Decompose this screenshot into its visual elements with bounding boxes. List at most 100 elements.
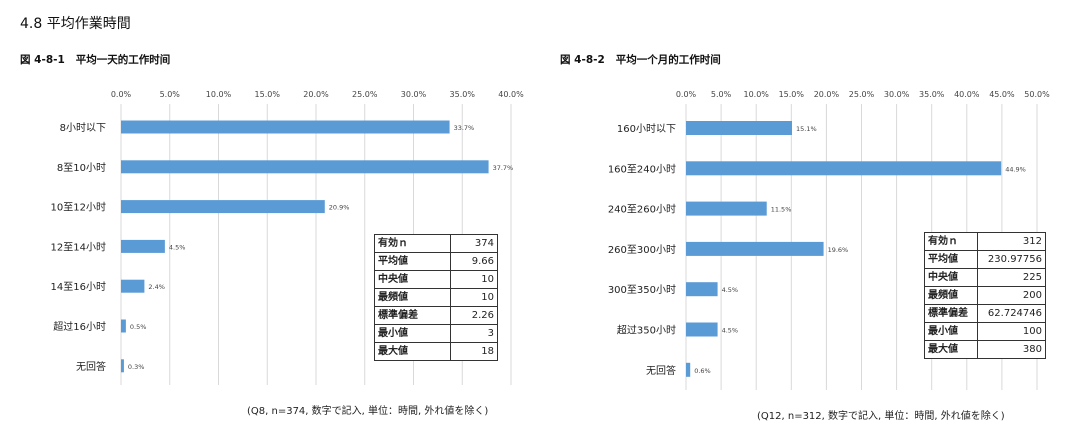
stats-value: 200 bbox=[976, 286, 1047, 305]
stats-value: 380 bbox=[976, 340, 1047, 359]
chart-2-tick-label: 40.0% bbox=[954, 90, 980, 99]
stats-label: 中央値 bbox=[924, 268, 978, 287]
chart-2-stats-table: 有効ｎ 312 平均値 230.97756 中央値 225 最頻値 200 標準偏差 62.724… bbox=[924, 232, 1047, 359]
chart-2-category-label: 无回答 bbox=[646, 364, 676, 377]
chart-2-stats-row: 有効ｎ 312 bbox=[924, 232, 1047, 251]
chart-1-category-label: 8小时以下 bbox=[60, 122, 106, 134]
chart-2-stats-row: 平均値 230.97756 bbox=[924, 250, 1047, 269]
chart-2-bar bbox=[686, 161, 1002, 176]
chart-1-tick-label: 20.0% bbox=[303, 90, 329, 99]
chart-2-stats-row: 最頻値 200 bbox=[924, 286, 1047, 305]
chart-2-tick-label: 15.0% bbox=[779, 90, 805, 99]
chart-2-category-label: 160至240小时 bbox=[608, 163, 676, 175]
chart-1-stats-row: 最大値 18 bbox=[374, 342, 499, 361]
chart-2-bar bbox=[686, 322, 718, 337]
chart-1-tick-label: 0.0% bbox=[111, 90, 132, 99]
chart-2-bar bbox=[686, 362, 691, 377]
chart-2-stats-row: 最大値 380 bbox=[924, 340, 1047, 359]
chart-2-bar bbox=[686, 241, 824, 256]
chart-1-stats-row: 最小値 3 bbox=[374, 324, 499, 343]
chart-2-value-label: 4.5% bbox=[722, 286, 739, 294]
chart-2-tick-label: 5.0% bbox=[711, 90, 732, 99]
chart-2-note: (Q12, n=312, 数字で記入, 単位：時間, 外れ値を除く) bbox=[757, 411, 1005, 422]
chart-2-tick-label: 35.0% bbox=[919, 90, 945, 99]
chart-1-value-label: 2.4% bbox=[148, 283, 165, 291]
chart-1-value-label: 20.9% bbox=[329, 204, 350, 212]
chart-1-category-label: 超过16小时 bbox=[53, 320, 106, 333]
section-title: 4.8 平均作業時間 bbox=[20, 16, 131, 32]
figure-1-heading: 図 4-8-1 平均一天的工作时间 bbox=[20, 52, 170, 67]
chart-1-tick-label: 25.0% bbox=[352, 90, 378, 99]
chart-1-value-label: 33.7% bbox=[454, 124, 475, 132]
stats-label: 平均値 bbox=[924, 250, 978, 269]
chart-1-tick-label: 30.0% bbox=[401, 90, 427, 99]
chart-2-tick-label: 50.0% bbox=[1024, 90, 1050, 99]
chart-2-value-label: 15.1% bbox=[796, 125, 817, 133]
chart-1-stats-row: 標準偏差 2.26 bbox=[374, 306, 499, 325]
chart-1-stats-table: 有効ｎ 374 平均値 9.66 中央値 10 最頻値 10 標準偏差 2.26 最小値 3 最大値 18 bbox=[374, 234, 499, 361]
stats-value: 18 bbox=[449, 342, 499, 361]
chart-1-tick-label: 5.0% bbox=[160, 90, 181, 99]
chart-1-value-label: 4.5% bbox=[169, 243, 186, 251]
stats-value: 312 bbox=[976, 232, 1047, 251]
chart-2-category-label: 160小时以下 bbox=[617, 123, 676, 135]
stats-value: 225 bbox=[976, 268, 1047, 287]
chart-1-bar bbox=[121, 319, 126, 333]
chart-2-category-label: 240至260小时 bbox=[608, 204, 676, 216]
stats-label: 標準偏差 bbox=[924, 304, 978, 323]
chart-1-bar bbox=[121, 279, 145, 293]
chart-1-stats-row: 最頻値 10 bbox=[374, 288, 499, 307]
chart-2-value-label: 44.9% bbox=[1005, 165, 1026, 173]
chart-1-plot: 0.0% 5.0% 10.0% 15.0% 20.0% 25.0% 30.0% 35.0% 40… bbox=[51, 90, 524, 385]
chart-2-category-label: 260至300小时 bbox=[608, 244, 676, 256]
figure-2-label: 図 4-8-2 bbox=[560, 54, 605, 66]
figure-2-title: 平均一个月的工作时间 bbox=[615, 54, 721, 66]
chart-1-category-label: 12至14小时 bbox=[51, 241, 106, 253]
chart-2-value-label: 0.6% bbox=[694, 367, 711, 375]
chart-1-tick-label: 40.0% bbox=[498, 90, 524, 99]
chart-1-tick-label: 10.0% bbox=[206, 90, 232, 99]
chart-2-tick-label: 20.0% bbox=[814, 90, 840, 99]
chart-2-tick-label: 30.0% bbox=[884, 90, 910, 99]
figure-2-heading: 図 4-8-2 平均一个月的工作时间 bbox=[560, 52, 721, 67]
chart-1-note: (Q8, n=374, 数字で記入, 単位：時間, 外れ値を除く) bbox=[247, 406, 489, 417]
chart-1-value-label: 0.3% bbox=[128, 363, 145, 371]
chart-1-category-label: 8至10小时 bbox=[57, 162, 106, 174]
chart-1-tick-label: 15.0% bbox=[255, 90, 281, 99]
chart-1-value-label: 37.7% bbox=[493, 164, 514, 172]
chart-1-category-label: 14至16小时 bbox=[51, 281, 106, 293]
chart-1-category-label: 无回答 bbox=[76, 360, 106, 373]
stats-label: 最頻値 bbox=[924, 286, 978, 305]
chart-1-bar bbox=[121, 160, 489, 174]
figure-1-label: 図 4-8-1 bbox=[20, 54, 65, 66]
chart-2-tick-label: 45.0% bbox=[989, 90, 1015, 99]
stats-label: 最小値 bbox=[924, 322, 978, 341]
stats-value: 100 bbox=[976, 322, 1047, 341]
chart-1-tick-label: 35.0% bbox=[450, 90, 476, 99]
chart-2-tick-label: 25.0% bbox=[849, 90, 875, 99]
chart-2-stats-row: 標準偏差 62.724746 bbox=[924, 304, 1047, 323]
chart-2-bar bbox=[686, 282, 718, 297]
chart-1-bar bbox=[121, 359, 124, 373]
chart-2-value-label: 19.6% bbox=[828, 246, 849, 254]
stats-value: 230.97756 bbox=[976, 250, 1047, 269]
chart-1-bar bbox=[121, 200, 325, 214]
chart-2-tick-label: 0.0% bbox=[676, 90, 697, 99]
chart-2-bar bbox=[686, 201, 767, 216]
stats-value: 62.724746 bbox=[976, 304, 1047, 323]
chart-2-stats-row: 最小値 100 bbox=[924, 322, 1047, 341]
chart-1-category-label: 10至12小时 bbox=[51, 202, 106, 214]
figure-1-title: 平均一天的工作时间 bbox=[75, 54, 171, 66]
stats-label: 最大値 bbox=[924, 340, 978, 359]
chart-1-bar bbox=[121, 120, 450, 134]
stats-value: 374 bbox=[449, 234, 499, 253]
chart-1-bar bbox=[121, 239, 165, 253]
chart-2-value-label: 11.5% bbox=[771, 206, 792, 214]
chart-2-bar bbox=[686, 121, 793, 135]
chart-1-value-label: 0.5% bbox=[130, 323, 147, 331]
chart-2-category-label: 超过350小时 bbox=[617, 324, 676, 337]
stats-label: 有効ｎ bbox=[924, 232, 978, 251]
chart-2-tick-label: 10.0% bbox=[743, 90, 769, 99]
chart-2-category-label: 300至350小时 bbox=[608, 284, 676, 296]
